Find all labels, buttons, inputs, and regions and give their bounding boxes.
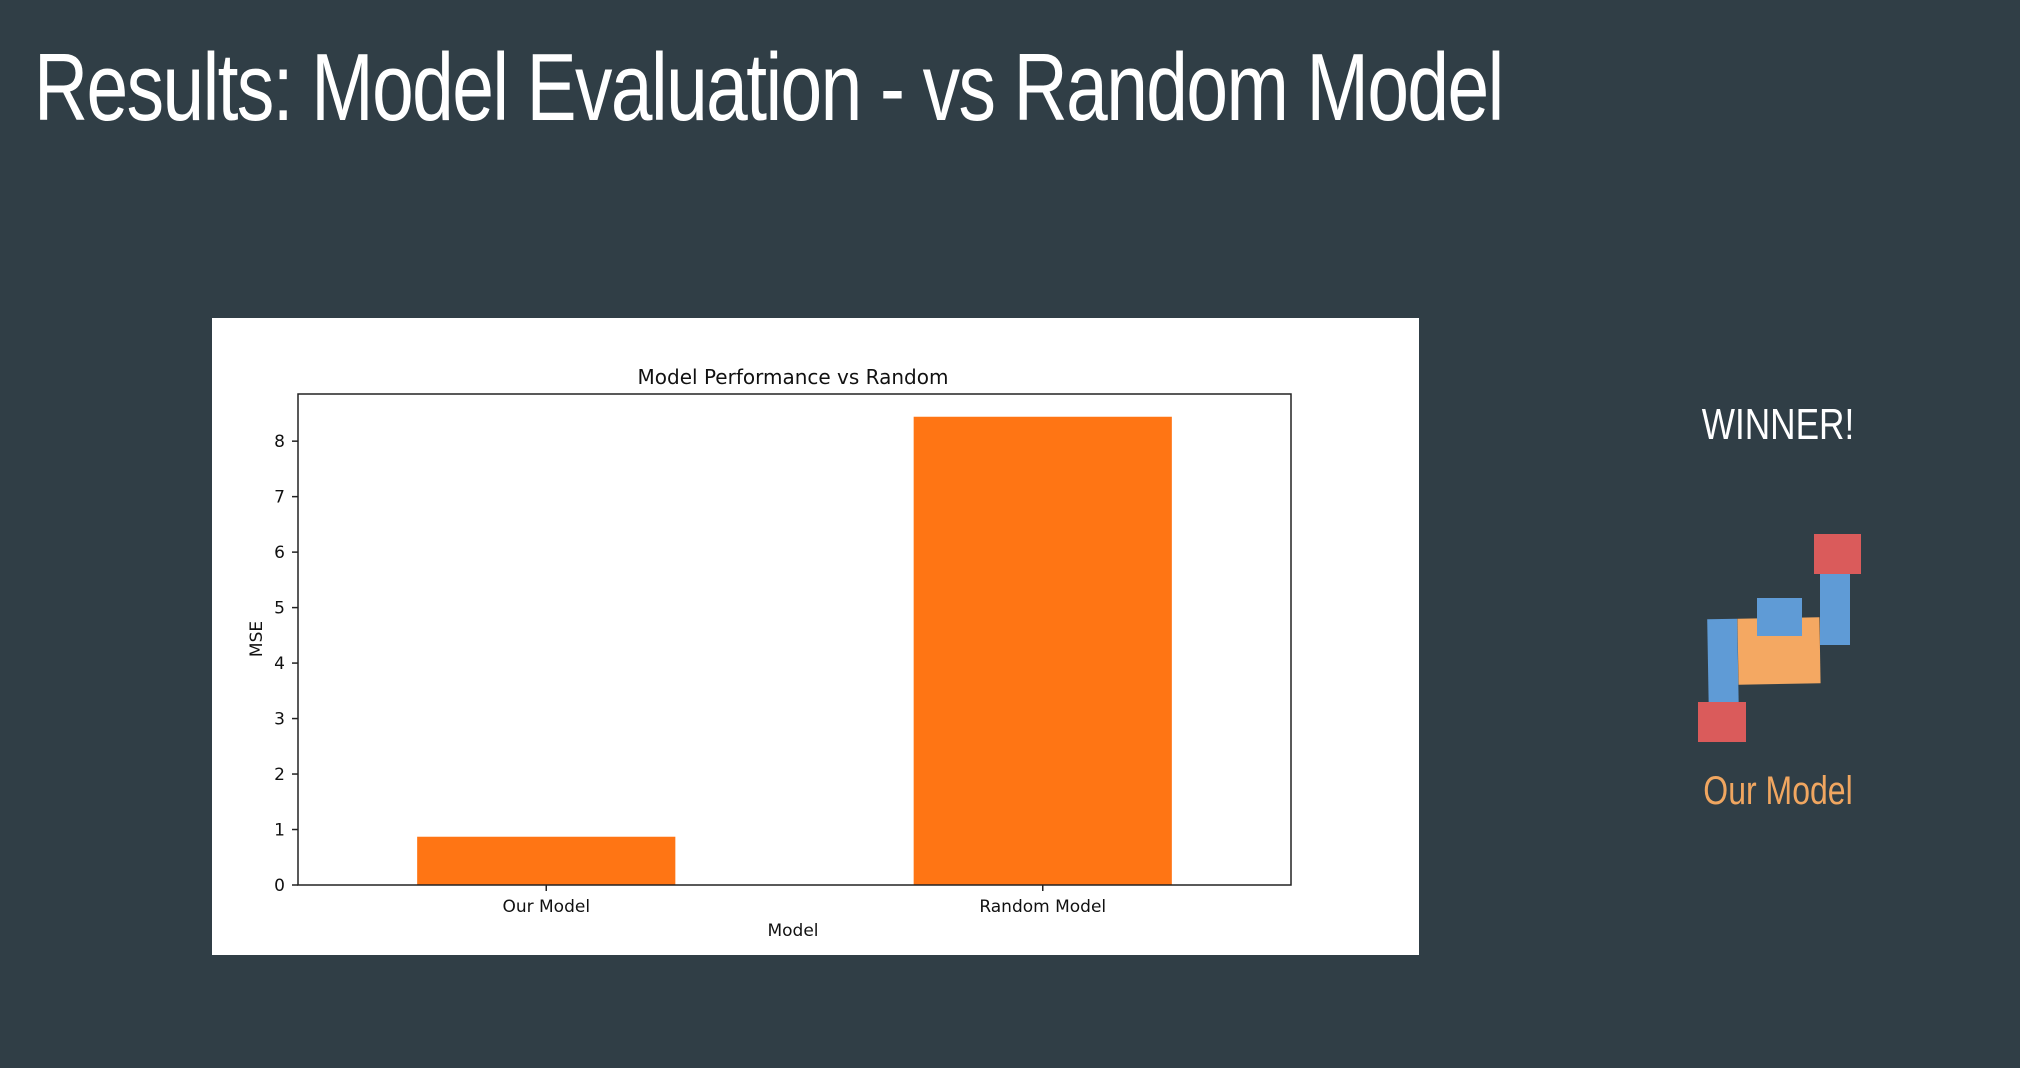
y-tick-label: 5 bbox=[274, 599, 285, 619]
bars-layer bbox=[417, 416, 1172, 885]
y-tick-label: 4 bbox=[274, 654, 285, 674]
winner-name: Our Model bbox=[1703, 769, 1853, 813]
y-tick-label: 6 bbox=[274, 543, 285, 563]
chart-panel: Model Performance vs Random Our Model Ran… bbox=[212, 318, 1419, 955]
y-tick-label: 1 bbox=[274, 821, 285, 841]
bar-our-model bbox=[417, 836, 676, 885]
x-axis-label: Model bbox=[767, 921, 818, 941]
blue-block-left bbox=[1707, 618, 1739, 712]
x-tick-label: Random Model bbox=[979, 897, 1106, 917]
blue-block-top bbox=[1757, 598, 1802, 636]
red-block-top bbox=[1814, 534, 1861, 574]
y-tick-label: 8 bbox=[274, 432, 285, 452]
blue-block-right bbox=[1820, 572, 1850, 645]
chart-title: Model Performance vs Random bbox=[638, 365, 949, 389]
red-block-bottom bbox=[1698, 702, 1746, 742]
plot-frame bbox=[297, 393, 1292, 886]
y-tick-label: 0 bbox=[274, 876, 285, 896]
bar-chart: Model Performance vs Random Our Model Ran… bbox=[247, 365, 1292, 941]
y-tick-label: 2 bbox=[274, 765, 285, 785]
slide-title: Results: Model Evaluation - vs Random Mo… bbox=[34, 34, 1504, 141]
x-tick-label: Our Model bbox=[502, 897, 590, 917]
bar-random-model bbox=[913, 416, 1172, 885]
ticks-layer: Our Model Random Model 0 1 2 3 4 5 6 7 8 bbox=[274, 432, 1106, 917]
y-tick-label: 7 bbox=[274, 488, 285, 508]
winner-heading: WINNER! bbox=[1701, 400, 1855, 449]
blocks-trophy-icon bbox=[1690, 530, 1870, 750]
y-axis-label: MSE bbox=[247, 621, 267, 657]
y-tick-label: 3 bbox=[274, 710, 285, 730]
